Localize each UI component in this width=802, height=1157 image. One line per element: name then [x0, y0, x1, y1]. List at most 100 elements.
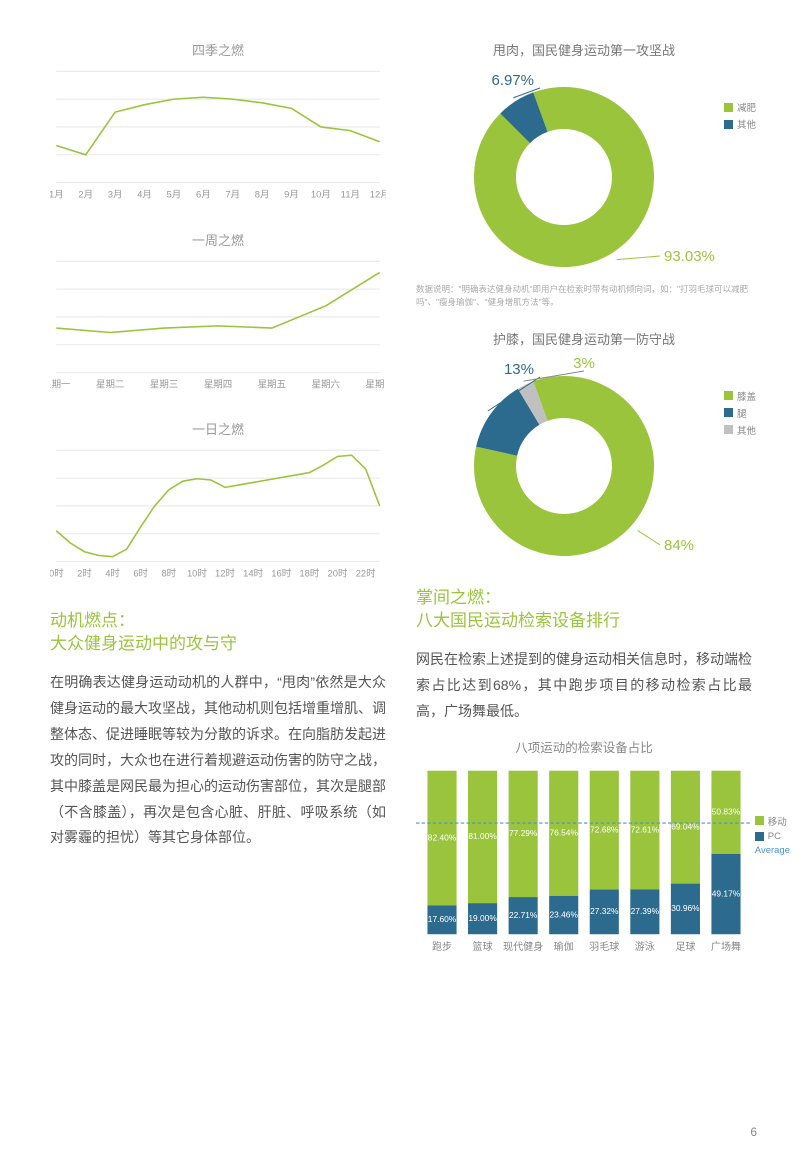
- right-body-text: 网民在检索上述提到的健身运动相关信息时，移动端检索占比达到68%，其中跑步项目的…: [416, 647, 752, 725]
- svg-text:17.60%: 17.60%: [428, 914, 457, 924]
- svg-text:72.68%: 72.68%: [590, 824, 619, 834]
- svg-text:22时: 22时: [356, 567, 376, 579]
- left-column: 四季之燃 1月 2月 3月 4月 5月 6月 7月 8月 9月 10月 11月 12月 一周之燃 星期…: [50, 40, 386, 954]
- svg-text:星期日: 星期日: [366, 379, 386, 390]
- donut-chart-1: 甩肉，国民健身运动第一攻坚战 减肥其他 93.03%6.97% 数据说明："明确…: [416, 40, 752, 309]
- linechart-svg: 0时 2时 4时 6时 8时 10时 12时 14时 16时 18时 20时 22时: [50, 444, 386, 581]
- barchart-title: 八项运动的检索设备占比: [416, 737, 752, 756]
- barchart-wrap: 82.40% 17.60% 81.00% 19.00% 77.29% 22.71% 76.5…: [416, 764, 752, 954]
- svg-text:11月: 11月: [341, 189, 360, 200]
- donut-legend: 膝盖腿其他: [724, 389, 756, 440]
- linechart: 四季之燃 1月 2月 3月 4月 5月 6月 7月 8月 9月 10月 11月 12月: [50, 40, 386, 202]
- svg-text:6月: 6月: [196, 189, 211, 200]
- svg-text:1月: 1月: [50, 189, 64, 200]
- linecharts-container: 四季之燃 1月 2月 3月 4月 5月 6月 7月 8月 9月 10月 11月 12月 一周之燃 星期…: [50, 40, 386, 581]
- svg-text:13%: 13%: [504, 361, 534, 378]
- svg-text:22.71%: 22.71%: [509, 910, 538, 920]
- svg-text:8时: 8时: [161, 567, 176, 579]
- linechart-title: 一周之燃: [50, 230, 386, 249]
- svg-text:足球: 足球: [675, 940, 695, 953]
- heading-line1: 动机燃点：: [50, 611, 135, 630]
- svg-text:8月: 8月: [255, 189, 270, 200]
- svg-text:76.54%: 76.54%: [550, 827, 579, 837]
- svg-text:20时: 20时: [328, 567, 348, 579]
- page-root: 四季之燃 1月 2月 3月 4月 5月 6月 7月 8月 9月 10月 11月 12月 一周之燃 星期…: [0, 0, 802, 974]
- linechart: 一周之燃 星期一 星期二 星期三 星期四 星期五 星期六 星期日: [50, 230, 386, 392]
- svg-text:81.00%: 81.00%: [468, 831, 497, 841]
- donut-svg: 93.03% 6.97%: [434, 67, 734, 277]
- svg-text:4时: 4时: [105, 567, 120, 579]
- heading-line1: 掌间之燃：: [416, 588, 501, 607]
- svg-text:93.03%: 93.03%: [664, 248, 715, 265]
- svg-text:游泳: 游泳: [635, 940, 655, 953]
- svg-text:4月: 4月: [137, 189, 152, 200]
- bar-legend: 移动 PC Average: [755, 814, 790, 859]
- svg-text:77.29%: 77.29%: [509, 828, 538, 838]
- svg-text:现代健身: 现代健身: [503, 940, 543, 953]
- svg-text:14时: 14时: [243, 567, 263, 579]
- svg-text:18时: 18时: [299, 567, 319, 579]
- linechart-title: 四季之燃: [50, 40, 386, 59]
- legend-item: 膝盖: [724, 389, 756, 403]
- legend-item: 其他: [724, 117, 756, 131]
- barchart: 82.40% 17.60% 81.00% 19.00% 77.29% 22.71% 76.5…: [416, 764, 752, 954]
- svg-text:瑜伽: 瑜伽: [554, 940, 574, 953]
- linechart-svg: 星期一 星期二 星期三 星期四 星期五 星期六 星期日: [50, 255, 386, 392]
- donut-title: 甩肉，国民健身运动第一攻坚战: [416, 40, 752, 59]
- left-body-text: 在明确表达健身运动动机的人群中，“甩肉”依然是大众健身运动的最大攻坚战，其他动机…: [50, 670, 386, 851]
- svg-text:12月: 12月: [370, 189, 386, 200]
- svg-text:星期五: 星期五: [258, 379, 286, 390]
- svg-text:6时: 6时: [133, 567, 148, 579]
- svg-text:3%: 3%: [573, 356, 595, 372]
- svg-text:30.96%: 30.96%: [671, 903, 700, 913]
- svg-text:星期二: 星期二: [96, 379, 124, 390]
- svg-text:7月: 7月: [225, 189, 240, 200]
- svg-text:84%: 84%: [664, 537, 694, 554]
- svg-text:星期三: 星期三: [150, 379, 178, 390]
- svg-text:82.40%: 82.40%: [428, 832, 457, 842]
- svg-text:跑步: 跑步: [432, 940, 452, 953]
- svg-text:10时: 10时: [187, 567, 207, 579]
- svg-text:羽毛球: 羽毛球: [589, 940, 619, 953]
- svg-text:2月: 2月: [78, 189, 93, 200]
- legend-item: 其他: [724, 423, 756, 437]
- heading-line2: 大众健身运动中的攻与守: [50, 634, 237, 653]
- svg-text:19.00%: 19.00%: [468, 913, 497, 923]
- right-section-heading: 掌间之燃： 八大国民运动检索设备排行: [416, 586, 752, 634]
- barchart-svg: 82.40% 17.60% 81.00% 19.00% 77.29% 22.71% 76.5…: [416, 764, 752, 954]
- right-column: 甩肉，国民健身运动第一攻坚战 减肥其他 93.03%6.97% 数据说明："明确…: [416, 40, 752, 954]
- svg-text:篮球: 篮球: [473, 940, 493, 953]
- legend-pc: PC: [755, 831, 790, 842]
- svg-text:69.04%: 69.04%: [671, 821, 700, 831]
- page-number: 6: [750, 1125, 757, 1139]
- linechart-svg: 1月 2月 3月 4月 5月 6月 7月 8月 9月 10月 11月 12月: [50, 65, 386, 202]
- legend-mobile: 移动: [755, 814, 790, 828]
- svg-text:6.97%: 6.97%: [491, 72, 534, 89]
- legend-item: 减肥: [724, 100, 756, 114]
- svg-text:9月: 9月: [284, 189, 299, 200]
- svg-text:12时: 12时: [215, 567, 235, 579]
- svg-text:0时: 0时: [50, 567, 64, 579]
- legend-average: Average: [755, 845, 790, 856]
- svg-text:16时: 16时: [271, 567, 291, 579]
- donut-chart-2: 护膝，国民健身运动第一防守战 膝盖腿其他 84%13%3%: [416, 329, 752, 566]
- svg-text:广场舞: 广场舞: [711, 940, 741, 953]
- svg-text:50.83%: 50.83%: [712, 806, 741, 816]
- svg-text:星期一: 星期一: [50, 379, 71, 390]
- donut-svg: 84% 13% 3%: [434, 356, 734, 566]
- legend-item: 腿: [724, 406, 756, 420]
- svg-text:10月: 10月: [311, 189, 331, 200]
- svg-text:5月: 5月: [167, 189, 182, 200]
- svg-text:星期六: 星期六: [312, 378, 340, 390]
- donut-legend: 减肥其他: [724, 100, 756, 134]
- linechart-title: 一日之燃: [50, 419, 386, 438]
- svg-text:星期四: 星期四: [204, 379, 232, 390]
- left-section-heading: 动机燃点： 大众健身运动中的攻与守: [50, 609, 386, 657]
- svg-text:27.32%: 27.32%: [590, 906, 619, 916]
- svg-text:2时: 2时: [77, 567, 92, 579]
- svg-text:23.46%: 23.46%: [550, 909, 579, 919]
- linechart: 一日之燃 0时 2时 4时 6时 8时 10时 12时 14时 16时 18时 20时 22时: [50, 419, 386, 581]
- svg-text:72.61%: 72.61%: [631, 824, 660, 834]
- svg-text:49.17%: 49.17%: [712, 888, 741, 898]
- svg-text:3月: 3月: [108, 189, 123, 200]
